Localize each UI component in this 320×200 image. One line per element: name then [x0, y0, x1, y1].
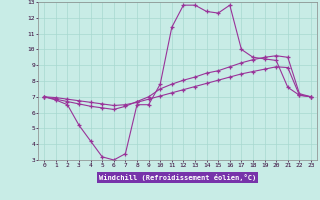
X-axis label: Windchill (Refroidissement éolien,°C): Windchill (Refroidissement éolien,°C) — [99, 174, 256, 181]
